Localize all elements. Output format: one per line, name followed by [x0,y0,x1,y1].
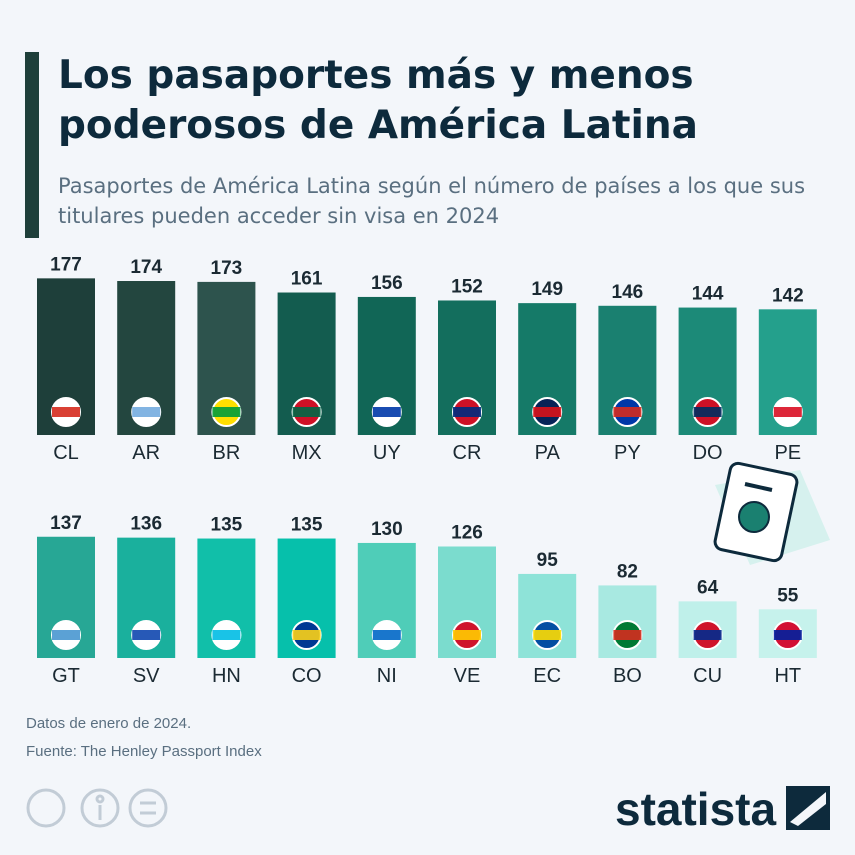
flag [51,397,81,427]
value-label: 177 [50,254,82,275]
flag [371,620,402,650]
value-label: 144 [692,284,724,305]
value-label: 135 [211,515,243,536]
value-label: 161 [291,269,323,290]
flag [131,397,162,427]
category-label: MX [292,442,322,464]
flag-stripe [533,630,562,640]
category-label: NI [377,665,397,687]
passport-icon [713,461,830,565]
flag-stripe [533,407,562,417]
value-label: 64 [697,577,719,598]
flag-stripe [292,407,321,417]
flag-stripe [693,630,722,640]
note: Datos de enero de 2024. [26,715,191,732]
brand-logo [786,786,830,830]
category-label: CR [453,442,482,464]
value-label: 95 [537,550,559,571]
category-label: PE [774,442,801,464]
flag-stripe [212,407,241,417]
flag-stripe [372,407,401,417]
flag [692,620,723,650]
value-label: 55 [777,585,799,606]
value-label: 152 [451,276,483,297]
flag [211,620,242,650]
license-icons [26,788,168,828]
category-label: CL [53,442,79,464]
flag [371,397,402,427]
flag-stripe [132,630,161,640]
category-label: GT [52,665,80,687]
flag [452,397,482,427]
flag [291,397,322,427]
flag [291,620,322,650]
flag-stripe [292,630,321,640]
flag-stripe [453,630,481,640]
brand: statista [615,783,776,835]
chart-subtitle: Pasaportes de América Latina según el nú… [58,174,805,228]
flag [211,397,242,427]
flag [692,397,723,427]
flag [772,397,803,427]
flag-stripe [453,407,481,417]
category-label: EC [533,665,561,687]
value-label: 130 [371,519,403,540]
value-label: 137 [50,513,82,534]
category-label: SV [133,665,160,687]
flag-stripe [613,630,642,640]
category-label: HN [212,665,241,687]
flag-stripe [132,407,161,417]
value-label: 156 [371,273,403,294]
category-label: UY [373,442,401,464]
accent-bar [25,52,39,238]
flag [772,620,803,650]
flag [51,620,81,650]
flag [532,397,563,427]
value-label: 126 [451,522,483,543]
value-label: 174 [130,257,162,278]
value-label: 173 [211,258,243,279]
flag-stripe [773,407,802,417]
category-label: PY [614,442,641,464]
flag-stripe [52,407,80,417]
value-label: 135 [291,515,323,536]
category-label: CU [693,665,722,687]
category-label: DO [693,442,723,464]
category-label: AR [132,442,160,464]
flag-stripe [372,630,401,640]
source: Fuente: The Henley Passport Index [26,743,262,760]
value-label: 136 [130,514,162,535]
flag [612,620,643,650]
flag-stripe [693,407,722,417]
category-label: VE [454,665,481,687]
flag [532,620,563,650]
flag [612,397,643,427]
flag [131,620,162,650]
chart-title: Los pasaportes más y menos poderosos de A… [58,53,698,148]
flag-stripe [613,407,642,417]
flag-stripe [773,630,802,640]
category-label: HT [774,665,801,687]
value-label: 82 [617,561,638,582]
flag-stripe [52,630,80,640]
category-label: BR [213,442,241,464]
category-label: BO [613,665,642,687]
flag [452,620,482,650]
value-label: 142 [772,285,804,306]
value-label: 146 [612,282,644,303]
category-label: PA [535,442,561,464]
flag-stripe [212,630,241,640]
category-label: CO [292,665,322,687]
value-label: 149 [531,279,563,300]
